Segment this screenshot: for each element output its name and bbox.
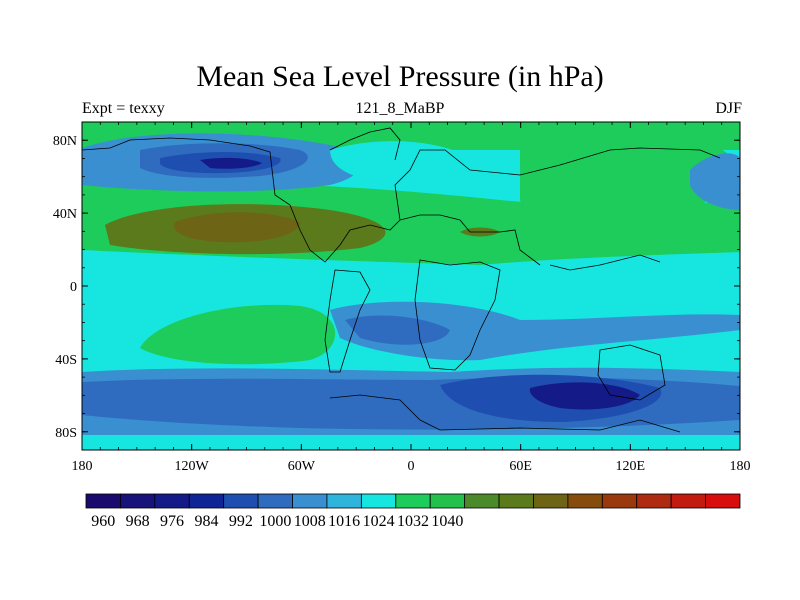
experiment-label: Expt = texxy <box>82 100 165 117</box>
coastlines <box>82 127 721 433</box>
colorbar-swatch <box>223 493 259 509</box>
antarctica-coast <box>329 394 681 433</box>
colorbar-swatch <box>464 493 500 509</box>
antarctic-band <box>82 435 740 450</box>
colorbar-label: 1016 <box>328 513 360 530</box>
colorbar-swatch <box>257 493 293 509</box>
colorbar-label: 976 <box>160 513 184 530</box>
colorbar-swatch <box>567 493 603 509</box>
colorbar-label: 1008 <box>294 513 326 530</box>
colorbar-swatch <box>154 493 190 509</box>
colorbar-swatch <box>670 493 706 509</box>
southern-ocean-center <box>529 382 640 410</box>
pressure-field <box>82 122 740 450</box>
x-tick-label: 120E <box>616 459 646 474</box>
x-tick-label: 120W <box>175 459 210 474</box>
east-pacific-low <box>690 153 740 210</box>
colorbar-swatch <box>636 493 672 509</box>
aleutian-low-center <box>200 157 262 169</box>
y-axis-ticks: 80N 40N 0 40S 80S <box>53 121 740 451</box>
tropical-low-band <box>330 301 740 361</box>
mediterranean-coast <box>399 214 541 266</box>
y-tick-label: 40N <box>53 207 77 222</box>
x-tick-label: 180 <box>72 459 93 474</box>
southeast-asia <box>549 254 661 271</box>
colorbar-swatch <box>120 493 156 509</box>
x-tick-label: 180 <box>730 459 751 474</box>
north-coast <box>82 137 721 263</box>
australia <box>597 344 666 401</box>
period-label: 121_8_MaBP <box>355 100 445 117</box>
colorbar-label: 1024 <box>363 513 395 530</box>
africa <box>414 259 501 371</box>
colorbar-label: 960 <box>91 513 115 530</box>
colorbar-swatch <box>705 493 741 509</box>
colorbar-swatch <box>326 493 362 509</box>
season-label: DJF <box>715 100 742 117</box>
colorbar-swatch <box>533 493 569 509</box>
x-tick-label: 60E <box>509 459 532 474</box>
colorbar-label: 984 <box>194 513 218 530</box>
colorbar-swatch <box>360 493 397 509</box>
colorbar-swatch <box>498 493 534 509</box>
y-tick-label: 0 <box>70 280 77 295</box>
colorbar-swatch <box>85 493 121 509</box>
colorbar-swatch <box>395 493 431 509</box>
greenland <box>329 127 401 161</box>
colorbar: 960 968 976 984 992 1000 1008 1016 1024 1032 1040 <box>85 493 741 530</box>
icelandic-low <box>330 141 470 182</box>
y-tick-label: 40S <box>55 353 77 368</box>
y-tick-label: 80S <box>55 426 77 441</box>
colorbar-swatch <box>188 493 225 509</box>
south-pacific-high <box>140 304 336 365</box>
x-tick-label: 60W <box>288 459 316 474</box>
south-america <box>324 269 371 373</box>
colorbar-label: 1040 <box>431 513 463 530</box>
pacific-high-core <box>174 212 300 243</box>
colorbar-swatch <box>429 493 466 509</box>
colorbar-label: 1000 <box>259 513 291 530</box>
colorbar-swatch <box>601 493 638 509</box>
colorbar-label: 968 <box>126 513 150 530</box>
colorbar-label: 1032 <box>397 513 429 530</box>
x-axis-ticks: 180 120W 60W 0 60E 120E 180 <box>72 122 751 474</box>
x-tick-label: 0 <box>408 459 415 474</box>
colorbar-label: 992 <box>229 513 253 530</box>
tropical-low-core <box>345 315 450 345</box>
colorbar-swatch <box>292 493 328 509</box>
y-tick-label: 80N <box>53 134 77 149</box>
map-title: Mean Sea Level Pressure (in hPa) <box>196 60 604 93</box>
